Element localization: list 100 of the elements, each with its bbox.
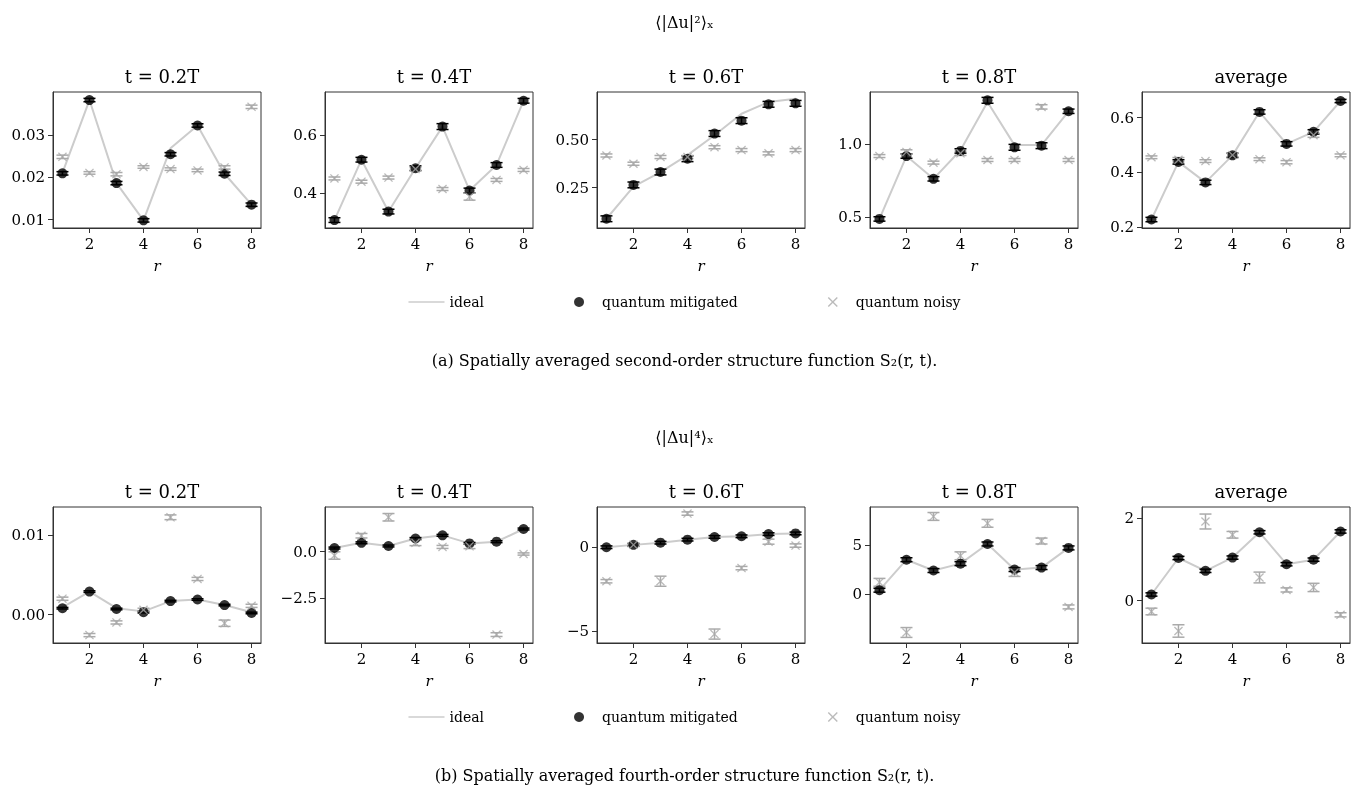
x-axis-title: r bbox=[697, 671, 706, 690]
y-tick-label: −5 bbox=[566, 622, 589, 641]
point bbox=[1200, 565, 1211, 576]
point bbox=[220, 618, 230, 628]
point bbox=[57, 594, 67, 604]
x-tick-label: 8 bbox=[246, 234, 257, 253]
point bbox=[438, 542, 448, 552]
point bbox=[1336, 150, 1346, 160]
point bbox=[1146, 589, 1157, 600]
point bbox=[1227, 530, 1237, 540]
point bbox=[874, 213, 885, 224]
point bbox=[1037, 102, 1047, 112]
x-tick-label: 6 bbox=[192, 234, 203, 253]
x-tick-label: 8 bbox=[1335, 234, 1346, 253]
point bbox=[601, 576, 611, 586]
point bbox=[410, 538, 420, 548]
point bbox=[84, 95, 95, 106]
point bbox=[84, 586, 95, 597]
y-tick-label: 0.2 bbox=[1110, 217, 1134, 236]
y-tick-label: 0 bbox=[1124, 591, 1134, 610]
text: ⟨|Δu|⁴⟩ₓ bbox=[655, 427, 714, 447]
point bbox=[247, 102, 257, 112]
point bbox=[628, 159, 638, 169]
point bbox=[737, 145, 747, 155]
x-tick-label: 8 bbox=[1063, 234, 1074, 253]
point bbox=[1335, 96, 1346, 107]
text: ⟨|Δu|²⟩ₓ bbox=[655, 12, 714, 32]
legend-label: quantum mitigated bbox=[602, 294, 738, 310]
x-axis-title: r bbox=[425, 671, 434, 690]
x-tick-label: 6 bbox=[1009, 649, 1020, 668]
point bbox=[356, 531, 366, 541]
x-tick-label: 8 bbox=[790, 649, 801, 668]
point bbox=[193, 165, 203, 175]
point bbox=[166, 512, 176, 522]
point bbox=[710, 142, 720, 152]
chart-title: t = 0.8T bbox=[941, 65, 1017, 87]
chart-title: average bbox=[1214, 480, 1288, 502]
x-tick-label: 2 bbox=[1173, 234, 1184, 253]
point bbox=[492, 175, 502, 185]
point bbox=[356, 177, 366, 187]
point bbox=[1309, 130, 1319, 140]
x-tick-label: 2 bbox=[84, 234, 95, 253]
point bbox=[601, 542, 612, 553]
x-axis-title: r bbox=[153, 671, 162, 690]
point bbox=[138, 215, 149, 226]
x-tick-label: 2 bbox=[356, 234, 367, 253]
point bbox=[519, 165, 529, 175]
y-tick-label: 0.6 bbox=[293, 125, 317, 144]
y-tick-label: 0.01 bbox=[11, 526, 45, 545]
legend-label: quantum noisy bbox=[855, 709, 961, 725]
y-tick-label: 0.03 bbox=[11, 125, 45, 144]
point bbox=[1282, 585, 1292, 595]
point bbox=[247, 601, 257, 611]
x-tick-label: 8 bbox=[518, 649, 529, 668]
point bbox=[1146, 152, 1156, 162]
y-tick-label: 0.4 bbox=[1110, 163, 1134, 182]
point bbox=[111, 604, 122, 614]
y-tick-label: 0.6 bbox=[1110, 108, 1134, 127]
y-tick-label: 0.02 bbox=[11, 168, 45, 187]
point bbox=[57, 168, 68, 179]
point bbox=[1336, 610, 1346, 620]
x-tick-label: 6 bbox=[1009, 234, 1020, 253]
point bbox=[219, 168, 230, 179]
point bbox=[682, 534, 693, 545]
point bbox=[1063, 542, 1074, 553]
chart-title: t = 0.4T bbox=[396, 65, 472, 87]
point bbox=[329, 543, 340, 554]
point bbox=[1282, 157, 1292, 167]
y-tick-label: −2.5 bbox=[280, 589, 317, 608]
chart-title: t = 0.2T bbox=[124, 480, 200, 502]
x-tick-label: 2 bbox=[1173, 649, 1184, 668]
legend-label: ideal bbox=[449, 709, 485, 725]
point bbox=[492, 630, 502, 640]
y-tick-label: 0.4 bbox=[293, 184, 317, 203]
point bbox=[1254, 527, 1265, 538]
point bbox=[57, 603, 68, 614]
y-tick-label: 5 bbox=[852, 535, 862, 554]
point bbox=[165, 596, 176, 607]
x-tick-label: 4 bbox=[682, 234, 693, 253]
legend-label: ideal bbox=[449, 294, 485, 310]
point bbox=[790, 528, 801, 539]
point bbox=[57, 152, 67, 162]
x-tick-label: 2 bbox=[901, 234, 912, 253]
x-tick-label: 2 bbox=[84, 649, 95, 668]
x-axis-title: r bbox=[970, 671, 979, 690]
point bbox=[1227, 552, 1238, 563]
x-tick-label: 8 bbox=[518, 234, 529, 253]
point bbox=[491, 536, 502, 547]
point bbox=[192, 120, 203, 131]
point bbox=[438, 184, 448, 194]
x-tick-label: 4 bbox=[955, 649, 966, 668]
x-tick-label: 2 bbox=[901, 649, 912, 668]
point bbox=[518, 524, 529, 535]
point bbox=[383, 173, 393, 183]
x-tick-label: 2 bbox=[628, 234, 639, 253]
legend-label: quantum mitigated bbox=[602, 709, 738, 725]
x-tick-label: 4 bbox=[410, 234, 421, 253]
x-tick-label: 6 bbox=[736, 234, 747, 253]
point bbox=[1335, 526, 1346, 537]
x-tick-label: 4 bbox=[1227, 649, 1238, 668]
